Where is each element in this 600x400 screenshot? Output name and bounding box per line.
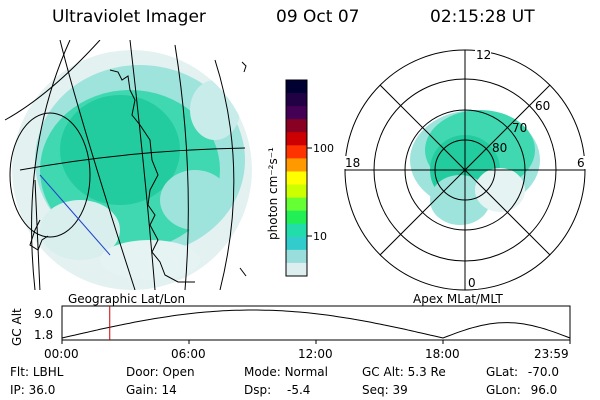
colorbar-tick-10: 10 — [313, 230, 327, 243]
altitude-xtick-label: 12:00 — [298, 347, 333, 361]
colorbar-segment — [286, 249, 307, 264]
colorbar-unit-label: photon cm⁻²s⁻¹ — [266, 147, 280, 240]
altitude-ylabel: GC Alt — [10, 308, 24, 346]
graticule — [4, 40, 246, 290]
altitude-xtick-label: 18:00 — [425, 347, 460, 361]
colorbar-segment — [286, 262, 307, 277]
altitude-curve — [61, 309, 571, 339]
info-ip: IP: 36.0 — [10, 383, 56, 397]
lat-label-80: 80 — [492, 141, 507, 155]
time-label: 02:15:28 UT — [430, 7, 535, 27]
colorbar-segment — [286, 132, 307, 146]
colorbar-segment — [286, 197, 307, 212]
altitude-ytick-top: 9.0 — [34, 307, 53, 321]
mlt-label-18: 18 — [345, 156, 360, 170]
info-glat: GLat: -70.0 — [486, 365, 559, 379]
colorbar-segment — [286, 210, 307, 225]
mlt-label-6: 6 — [577, 156, 585, 170]
colorbar-segment — [286, 80, 307, 94]
lat-label-60: 60 — [535, 99, 550, 113]
colorbar-segment — [286, 223, 307, 238]
right-panel-label: Apex MLat/MLT — [413, 292, 503, 306]
lat-label-70: 70 — [512, 121, 527, 135]
info-dsp: Dsp: -5.4 — [244, 383, 311, 397]
colorbar-segment — [286, 171, 307, 186]
altitude-xtick-label: 23:59 — [534, 347, 569, 361]
date-label: 09 Oct 07 — [276, 7, 360, 27]
mlt-label-0: 0 — [468, 276, 476, 290]
info-mode: Mode: Normal — [244, 365, 328, 379]
colorbar-segment — [286, 93, 307, 107]
left-panel-label: Geographic Lat/Lon — [68, 292, 186, 306]
colorbar-segment — [286, 236, 307, 251]
colorbar-segment — [286, 119, 307, 133]
info-glon: GLon: 96.0 — [486, 383, 558, 397]
info-gc-alt: GC Alt: 5.3 Re — [362, 365, 446, 379]
colorbar-segment — [286, 106, 307, 120]
coastline — [29, 61, 247, 283]
colorbar-tick-100: 100 — [313, 142, 334, 155]
altitude-xtick-label: 00:00 — [44, 347, 79, 361]
info-flt: Flt: LBHL — [10, 365, 64, 379]
info-seq: Seq: 39 — [362, 383, 408, 397]
colorbar-segment — [286, 158, 307, 172]
colorbar-segment — [286, 184, 307, 199]
app-title: Ultraviolet Imager — [52, 7, 206, 27]
altitude-ytick-bottom: 1.8 — [34, 328, 53, 342]
info-gain: Gain: 14 — [126, 383, 177, 397]
info-door: Door: Open — [126, 365, 195, 379]
mlt-label-12: 12 — [476, 48, 491, 62]
colorbar-segment — [286, 145, 307, 159]
altitude-xtick-label: 06:00 — [171, 347, 206, 361]
